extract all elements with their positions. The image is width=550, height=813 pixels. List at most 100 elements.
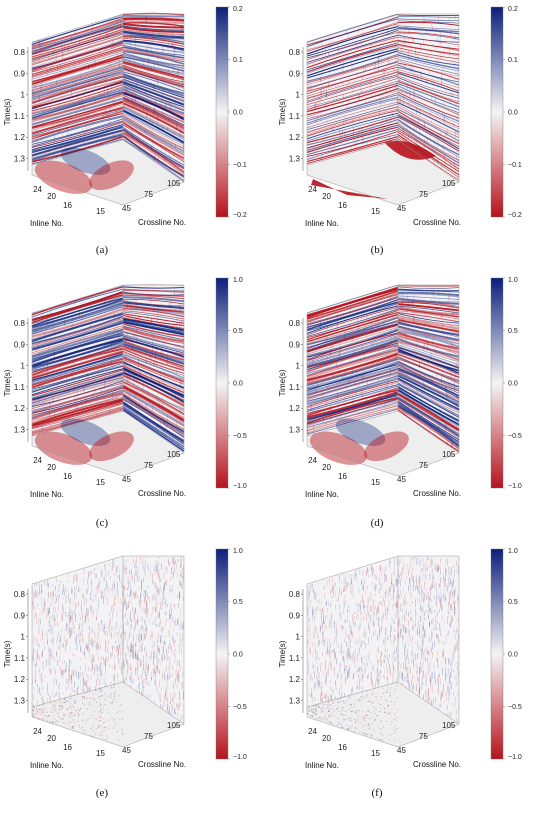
- colorbar-tick: 1.0: [233, 548, 243, 555]
- time-tick: 1.1: [289, 383, 301, 392]
- colorbar-tick: 0.5: [233, 328, 243, 335]
- colorbar-tick: 0.0: [233, 652, 243, 659]
- inline-tick: 20: [322, 192, 331, 201]
- crossline-tick: 15: [96, 207, 105, 216]
- colorbar-tick: −0.1: [508, 162, 522, 169]
- colorbar-tick: −0.5: [508, 704, 522, 711]
- time-tick: 0.9: [289, 69, 301, 78]
- colorbar-tick: −0.2: [233, 212, 247, 219]
- time-tick: 1.2: [14, 404, 26, 413]
- inline-tick: 20: [47, 192, 56, 201]
- colorbar-tick: 1.0: [508, 548, 518, 555]
- crossline-tick: 15: [371, 749, 380, 758]
- colorbar-tick: 0.5: [508, 328, 518, 335]
- crossline-tick: 45: [397, 746, 406, 755]
- time-tick: 1.1: [14, 383, 26, 392]
- inline-face: [307, 14, 398, 166]
- inline-face: [307, 285, 398, 437]
- crossline-tick: 75: [419, 461, 428, 470]
- panel-caption: (a): [82, 244, 122, 256]
- inline-tick: 16: [63, 201, 72, 210]
- inline-axis-label: Inline No.: [30, 761, 64, 770]
- time-tick: 1: [21, 91, 26, 100]
- time-tick: 0.9: [14, 611, 26, 620]
- crossline-axis-label: Crossline No.: [138, 489, 186, 498]
- crossline-tick: 15: [371, 207, 380, 216]
- colorbar: [216, 278, 228, 488]
- crossline-tick: 75: [419, 190, 428, 199]
- colorbar-tick: −0.1: [233, 162, 247, 169]
- inline-tick: 20: [322, 463, 331, 472]
- colorbar-tick: −1.0: [233, 483, 247, 490]
- time-axis-label: Time(s): [278, 640, 287, 667]
- colorbar-tick: 0.2: [508, 6, 518, 13]
- time-tick: 1.1: [289, 654, 301, 663]
- colorbar-tick: 0.5: [508, 599, 518, 606]
- inline-tick: 16: [338, 743, 347, 752]
- crossline-tick: 15: [96, 478, 105, 487]
- crossline-tick: 105: [167, 721, 181, 730]
- time-tick: 1.3: [14, 155, 26, 164]
- time-axis-label: Time(s): [3, 369, 12, 396]
- time-axis-label: Time(s): [278, 98, 287, 125]
- crossline-tick: 75: [144, 190, 153, 199]
- time-tick: 0.8: [14, 590, 26, 599]
- colorbar-tick: 1.0: [508, 277, 518, 284]
- inline-axis-label: Inline No.: [305, 761, 339, 770]
- inline-tick: 24: [308, 185, 317, 194]
- time-tick: 0.8: [289, 48, 301, 57]
- panel-caption: (b): [357, 244, 397, 256]
- colorbar-tick: 0.5: [233, 599, 243, 606]
- time-tick: 1.3: [14, 426, 26, 435]
- time-tick: 1.2: [14, 133, 26, 142]
- time-tick: 0.9: [289, 340, 301, 349]
- crossline-axis-label: Crossline No.: [138, 760, 186, 769]
- crossline-tick: 75: [144, 461, 153, 470]
- inline-axis-label: Inline No.: [305, 219, 339, 228]
- colorbar-tick: 1.0: [233, 277, 243, 284]
- colorbar: [216, 549, 228, 759]
- inline-tick: 16: [338, 472, 347, 481]
- time-tick: 0.8: [289, 590, 301, 599]
- inline-tick: 20: [47, 734, 56, 743]
- colorbar: [491, 549, 503, 759]
- time-axis-label: Time(s): [3, 640, 12, 667]
- crossline-tick: 105: [442, 721, 456, 730]
- colorbar-tick: −1.0: [233, 754, 247, 761]
- panel-caption: (e): [82, 787, 122, 799]
- inline-tick: 16: [338, 201, 347, 210]
- time-tick: 1: [21, 362, 26, 371]
- crossline-tick: 45: [122, 746, 131, 755]
- inline-axis-label: Inline No.: [305, 490, 339, 499]
- colorbar-tick: 0.2: [233, 6, 243, 13]
- crossline-tick: 45: [397, 204, 406, 213]
- panel-caption: (c): [82, 517, 122, 529]
- crossline-tick: 105: [167, 450, 181, 459]
- time-tick: 0.9: [14, 69, 26, 78]
- colorbar-tick: −0.5: [233, 433, 247, 440]
- crossline-tick: 15: [371, 478, 380, 487]
- inline-tick: 24: [33, 727, 42, 736]
- colorbar-tick: 0.0: [233, 110, 243, 117]
- time-tick: 0.8: [14, 319, 26, 328]
- crossline-tick: 15: [96, 749, 105, 758]
- panel-caption: (f): [357, 787, 397, 799]
- time-tick: 1.2: [14, 675, 26, 684]
- crossline-axis-label: Crossline No.: [138, 218, 186, 227]
- inline-axis-label: Inline No.: [30, 219, 64, 228]
- crossline-tick: 45: [397, 475, 406, 484]
- inline-tick: 20: [47, 463, 56, 472]
- inline-tick: 24: [308, 456, 317, 465]
- colorbar-tick: −1.0: [508, 754, 522, 761]
- time-axis-label: Time(s): [278, 369, 287, 396]
- colorbar: [216, 7, 228, 217]
